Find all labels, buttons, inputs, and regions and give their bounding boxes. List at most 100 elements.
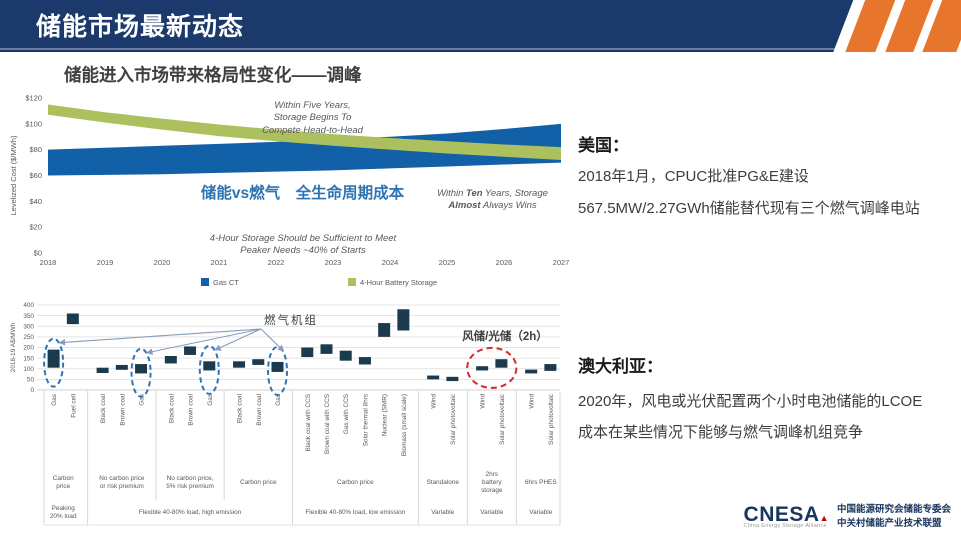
range-bar (184, 346, 197, 355)
gas-units-annotation: 燃气机组 (264, 313, 318, 327)
range-bar (378, 323, 391, 337)
y-tick-label: 300 (23, 323, 34, 330)
band-gas-ct (48, 123, 561, 176)
legend-label: Gas CT (213, 278, 239, 287)
range-bar (252, 359, 265, 365)
annotation-line: Peaker Needs ~40% of Starts (240, 245, 366, 257)
x-tick-label: 2022 (268, 258, 285, 267)
annotation-line: Storage Begins To (273, 112, 352, 124)
range-bar (135, 364, 148, 374)
x-tick-label: 2018 (40, 258, 57, 267)
annotation-segment: Within (437, 188, 467, 199)
annotation-ten-years: Within Ten Years, Storage Almost Always … (415, 188, 570, 213)
x-tick-label: 2026 (496, 258, 513, 267)
y-tick-label: 150 (23, 355, 34, 362)
y-tick-label: 100 (23, 366, 34, 373)
bar-category-label: Solar photovoltaic (548, 393, 555, 445)
y-tick-label: 250 (23, 334, 34, 341)
alliance-line-2: 中关村储能产业技术联盟 (836, 517, 942, 529)
range-bar (427, 375, 440, 380)
bar-category-label: Gas (139, 394, 146, 406)
range-bar (233, 361, 246, 368)
bar-category-label: Wind (431, 394, 438, 409)
alliance-line-1: 中国能源研究会储能专委会 (836, 504, 951, 516)
bar-category-label: Biomass (small scale) (401, 394, 408, 456)
price-scenario-label: No carbon price (99, 475, 145, 482)
range-bar (271, 361, 284, 372)
range-bar (115, 364, 128, 370)
load-type-label: Peaking (52, 505, 76, 512)
bar-category-label: Gas (51, 394, 58, 406)
gas-highlight-ellipse (130, 347, 152, 398)
y-tick-label: $100 (25, 119, 42, 128)
price-scenario-label: 5% risk premium (166, 483, 214, 490)
bar-category-label: Solar thermal 8hrs (362, 394, 369, 446)
bar-category-label: Black coal (168, 394, 175, 423)
price-scenario-label: Carbon (53, 475, 74, 482)
annotation-four-hour: 4-Hour Storage Should be Sufficient to M… (163, 233, 443, 258)
range-bar (320, 344, 333, 354)
bar-category-label: Fuel cell (70, 394, 77, 418)
load-type-label: 20% load (50, 513, 77, 520)
y-axis-title: 2018-19 A$/MWh (10, 322, 17, 372)
x-tick-label: 2021 (211, 258, 228, 267)
y-tick-label: 50 (27, 377, 35, 384)
y-tick-label: 200 (23, 345, 34, 352)
bar-category-label: Wind (529, 394, 536, 409)
price-scenario-label: Carbon price (240, 479, 277, 486)
y-tick-label: $60 (29, 171, 42, 180)
x-tick-label: 2027 (553, 258, 570, 267)
bar-category-label: Brown coal with CCS (324, 394, 331, 454)
annotation-arrow (260, 328, 285, 352)
australia-line-2: 成本在某些情况下能够与燃气调峰机组竞争 (578, 424, 864, 441)
storage-vs-gas-title: 储能vs燃气 全生命周期成本 (200, 185, 405, 202)
wind-solar-highlight-ellipse (466, 346, 518, 389)
annotation-line: Within Five Years, (274, 100, 351, 111)
y-tick-label: $20 (29, 223, 42, 232)
annotation-arrow (214, 328, 262, 351)
range-bar (339, 350, 352, 361)
gas-highlight-ellipse (266, 345, 288, 396)
x-tick-label: 2025 (439, 258, 456, 267)
bar-category-label: Nuclear (SMR) (382, 394, 389, 436)
x-tick-label: 2020 (154, 258, 171, 267)
range-bar (397, 309, 410, 331)
x-tick-label: 2023 (325, 258, 342, 267)
range-bar (476, 366, 489, 371)
annotation-segment: Years, Storage (482, 188, 548, 199)
footer-logo: CNESA▲ China Energy Storage Alliance 中国能… (744, 503, 951, 530)
legend-label: 4-Hour Battery Storage (360, 278, 437, 287)
cnesa-text: CNESA (743, 503, 820, 527)
y-tick-label: $80 (29, 145, 42, 154)
lcoe-range-bar-chart: 0 50 100 150 200 250 300 350 400 2018-19 A$/MWh Ga… (10, 302, 561, 526)
load-type-label: Variable (529, 509, 552, 516)
annotation-segment-bold: Almost (448, 200, 481, 212)
price-scenario-label: Standalone (427, 479, 460, 486)
header-bar: 储能市场最新动态 (0, 0, 961, 52)
price-scenario-label: Carbon price (337, 479, 374, 486)
section-title: 储能进入市场带来格局性变化——调峰 (64, 65, 362, 85)
cnesa-wordmark: CNESA▲ (744, 504, 829, 525)
range-bar (544, 364, 557, 371)
range-bar (47, 349, 60, 368)
range-bar (525, 369, 538, 374)
price-scenario-label: No carbon price, (167, 475, 214, 482)
y-tick-label: 400 (23, 302, 34, 309)
load-type-label: Flexible 40-80% load, low emission (305, 509, 405, 516)
bar-category-label: Black coal (100, 394, 107, 423)
annotation-five-years: Within Five Years, Storage Begins To Com… (225, 100, 400, 137)
y-tick-label: 350 (23, 313, 34, 320)
band-4-hour-battery-storage (48, 104, 561, 160)
annotation-segment-bold: Ten (466, 188, 483, 199)
cnesa-red-accent-icon: ▲ (819, 513, 829, 524)
cnesa-tagline: China Energy Storage Alliance (743, 523, 827, 530)
us-line-2: 567.5MW/2.27GWh储能替代现有三个燃气调峰电站 (578, 200, 920, 217)
legend-swatch (348, 278, 356, 286)
legend-swatch (201, 278, 209, 286)
x-tick-label: 2024 (382, 258, 399, 267)
range-bar (495, 359, 508, 368)
y-tick-label: $120 (25, 93, 42, 102)
y-tick-label: $0 (34, 249, 42, 258)
bar-category-label: Brown coal (256, 394, 263, 426)
